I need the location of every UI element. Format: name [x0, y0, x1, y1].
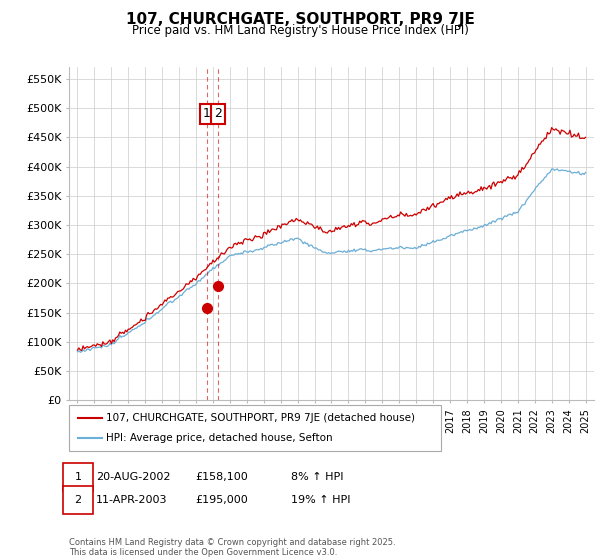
Text: Contains HM Land Registry data © Crown copyright and database right 2025.
This d: Contains HM Land Registry data © Crown c… — [69, 538, 395, 557]
Text: 1: 1 — [74, 472, 82, 482]
Text: 20-AUG-2002: 20-AUG-2002 — [96, 472, 170, 482]
Text: £158,100: £158,100 — [195, 472, 248, 482]
Text: £195,000: £195,000 — [195, 494, 248, 505]
Text: 107, CHURCHGATE, SOUTHPORT, PR9 7JE (detached house): 107, CHURCHGATE, SOUTHPORT, PR9 7JE (det… — [106, 413, 415, 423]
Text: 1: 1 — [203, 108, 211, 120]
Text: 2: 2 — [214, 108, 221, 120]
Text: HPI: Average price, detached house, Sefton: HPI: Average price, detached house, Seft… — [106, 433, 333, 443]
Text: 11-APR-2003: 11-APR-2003 — [96, 494, 167, 505]
Text: 8% ↑ HPI: 8% ↑ HPI — [291, 472, 343, 482]
Text: 107, CHURCHGATE, SOUTHPORT, PR9 7JE: 107, CHURCHGATE, SOUTHPORT, PR9 7JE — [125, 12, 475, 27]
Text: 2: 2 — [74, 494, 82, 505]
Text: 19% ↑ HPI: 19% ↑ HPI — [291, 494, 350, 505]
Text: Price paid vs. HM Land Registry's House Price Index (HPI): Price paid vs. HM Land Registry's House … — [131, 24, 469, 37]
